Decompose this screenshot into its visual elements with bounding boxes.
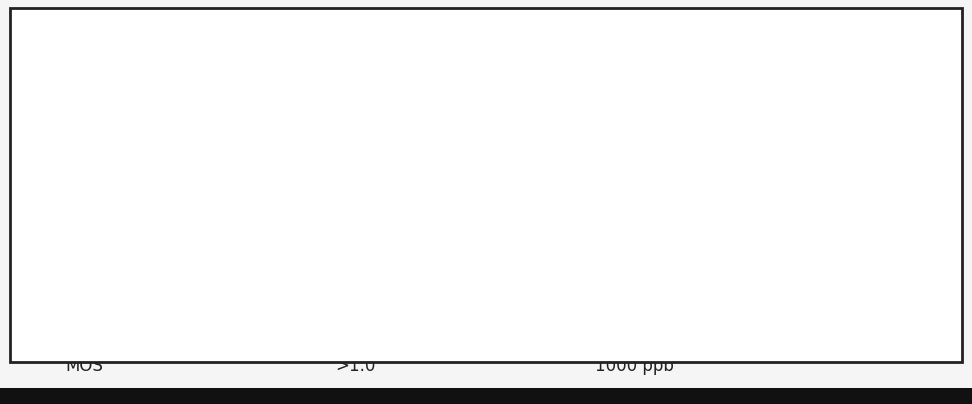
Text: SS-ULSI: SS-ULSI: [65, 165, 128, 183]
Text: Max. metallic impurities
specification per element: Max. metallic impurities specification p…: [595, 45, 834, 86]
Text: 0.13 - 0.8: 0.13 - 0.8: [315, 213, 395, 231]
Text: VLSI: VLSI: [65, 309, 101, 327]
Text: S-ULSI: S-ULSI: [65, 213, 119, 231]
Text: 100 ppb: 100 ppb: [595, 309, 663, 327]
Text: 1 ppb: 1 ppb: [595, 213, 642, 231]
Text: >0.8: >0.8: [335, 261, 375, 279]
Text: Customer application
width in microns: Customer application width in microns: [255, 45, 455, 86]
Text: Chemical
grade: Chemical grade: [65, 45, 150, 86]
Text: 10 ppb: 10 ppb: [595, 261, 653, 279]
Text: >1.0: >1.0: [334, 357, 375, 375]
Text: 1000 ppb: 1000 ppb: [595, 357, 674, 375]
Text: <0.13: <0.13: [330, 165, 380, 183]
Text: >1.0: >1.0: [334, 309, 375, 327]
Text: MOS: MOS: [65, 357, 103, 375]
Text: ULSI: ULSI: [65, 261, 102, 279]
Text: 0.1 ppb / 100 ppt: 0.1 ppb / 100 ppt: [595, 165, 739, 183]
